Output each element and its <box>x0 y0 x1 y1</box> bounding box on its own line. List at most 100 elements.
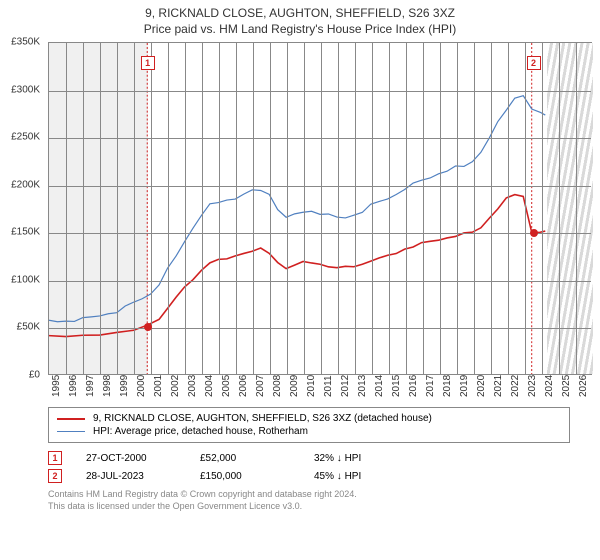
gridline-v <box>338 43 339 374</box>
y-tick-label: £0 <box>29 370 40 381</box>
x-axis-labels: 1995199619971998199920002001200220032004… <box>48 375 592 397</box>
x-tick-label: 2018 <box>442 375 453 397</box>
sale-marker-box: 1 <box>141 56 155 70</box>
x-tick-label: 2000 <box>136 375 147 397</box>
title-line-2: Price paid vs. HM Land Registry's House … <box>0 22 600 36</box>
marker-date: 28-JUL-2023 <box>86 471 176 482</box>
y-tick-label: £350K <box>11 37 40 48</box>
marker-date: 27-OCT-2000 <box>86 453 176 464</box>
gridline-h <box>49 138 591 139</box>
y-tick-label: £50K <box>17 322 40 333</box>
chart-area: £0£50K£100K£150K£200K£250K£300K£350K 12 … <box>48 42 592 397</box>
marker-pct: 45% ↓ HPI <box>314 471 404 482</box>
legend-swatch <box>57 418 85 420</box>
y-tick-label: £100K <box>11 274 40 285</box>
y-tick-label: £200K <box>11 179 40 190</box>
x-tick-label: 1999 <box>119 375 130 397</box>
gridline-v <box>168 43 169 374</box>
gridline-v <box>100 43 101 374</box>
series-line <box>49 96 545 322</box>
gridline-v <box>559 43 560 374</box>
x-tick-label: 2008 <box>272 375 283 397</box>
gridline-v <box>457 43 458 374</box>
gridline-v <box>576 43 577 374</box>
marker-price: £150,000 <box>200 471 290 482</box>
footer-attribution: Contains HM Land Registry data © Crown c… <box>48 489 570 512</box>
sale-marker-dot <box>144 323 152 331</box>
gridline-h <box>49 233 591 234</box>
gridline-v <box>525 43 526 374</box>
gridline-v <box>202 43 203 374</box>
gridline-v <box>219 43 220 374</box>
marker-num-box: 2 <box>48 469 62 483</box>
legend-label: 9, RICKNALD CLOSE, AUGHTON, SHEFFIELD, S… <box>93 413 432 424</box>
x-tick-label: 2004 <box>204 375 215 397</box>
gridline-v <box>134 43 135 374</box>
gridline-v <box>83 43 84 374</box>
gridline-v <box>389 43 390 374</box>
gridline-v <box>287 43 288 374</box>
gridline-h <box>49 91 591 92</box>
title-line-1: 9, RICKNALD CLOSE, AUGHTON, SHEFFIELD, S… <box>0 6 600 20</box>
x-tick-label: 2003 <box>187 375 198 397</box>
gridline-v <box>474 43 475 374</box>
gridline-v <box>491 43 492 374</box>
gridline-v <box>423 43 424 374</box>
x-tick-label: 1996 <box>68 375 79 397</box>
series-line <box>49 195 545 337</box>
x-tick-label: 2009 <box>289 375 300 397</box>
line-canvas <box>49 43 591 374</box>
y-tick-label: £300K <box>11 84 40 95</box>
gridline-v <box>406 43 407 374</box>
marker-num-box: 1 <box>48 451 62 465</box>
gridline-v <box>117 43 118 374</box>
marker-row: 1 27-OCT-2000 £52,000 32% ↓ HPI <box>48 449 570 467</box>
x-tick-label: 2024 <box>544 375 555 397</box>
x-tick-label: 2023 <box>527 375 538 397</box>
x-tick-label: 2013 <box>357 375 368 397</box>
sale-marker-box: 2 <box>527 56 541 70</box>
legend-item: 9, RICKNALD CLOSE, AUGHTON, SHEFFIELD, S… <box>57 412 561 425</box>
x-tick-label: 2025 <box>561 375 572 397</box>
gridline-v <box>372 43 373 374</box>
x-tick-label: 2006 <box>238 375 249 397</box>
gridline-v <box>321 43 322 374</box>
marker-row: 2 28-JUL-2023 £150,000 45% ↓ HPI <box>48 467 570 485</box>
x-tick-label: 2011 <box>323 375 334 397</box>
x-tick-label: 2014 <box>374 375 385 397</box>
y-tick-label: £250K <box>11 132 40 143</box>
x-tick-label: 2007 <box>255 375 266 397</box>
x-tick-label: 2016 <box>408 375 419 397</box>
legend-item: HPI: Average price, detached house, Roth… <box>57 425 561 438</box>
x-tick-label: 2017 <box>425 375 436 397</box>
plot-region: 12 <box>48 42 592 375</box>
gridline-v <box>508 43 509 374</box>
gridline-v <box>253 43 254 374</box>
x-tick-label: 2019 <box>459 375 470 397</box>
y-axis-labels: £0£50K£100K£150K£200K£250K£300K£350K <box>0 42 44 375</box>
gridline-v <box>185 43 186 374</box>
gridline-h <box>49 281 591 282</box>
gridline-h <box>49 328 591 329</box>
x-tick-label: 2026 <box>578 375 589 397</box>
marker-pct: 32% ↓ HPI <box>314 453 404 464</box>
gridline-v <box>270 43 271 374</box>
x-tick-label: 2021 <box>493 375 504 397</box>
x-tick-label: 2022 <box>510 375 521 397</box>
gridline-v <box>355 43 356 374</box>
gridline-v <box>66 43 67 374</box>
gridline-v <box>304 43 305 374</box>
x-tick-label: 2001 <box>153 375 164 397</box>
x-tick-label: 2005 <box>221 375 232 397</box>
footer-line-1: Contains HM Land Registry data © Crown c… <box>48 489 570 501</box>
sales-marker-table: 1 27-OCT-2000 £52,000 32% ↓ HPI 2 28-JUL-2023… <box>48 449 570 485</box>
marker-price: £52,000 <box>200 453 290 464</box>
gridline-v <box>542 43 543 374</box>
x-tick-label: 2015 <box>391 375 402 397</box>
footer-line-2: This data is licensed under the Open Gov… <box>48 501 570 513</box>
chart-title: 9, RICKNALD CLOSE, AUGHTON, SHEFFIELD, S… <box>0 0 600 38</box>
gridline-v <box>236 43 237 374</box>
legend-label: HPI: Average price, detached house, Roth… <box>93 426 308 437</box>
x-tick-label: 2010 <box>306 375 317 397</box>
x-tick-label: 1997 <box>85 375 96 397</box>
